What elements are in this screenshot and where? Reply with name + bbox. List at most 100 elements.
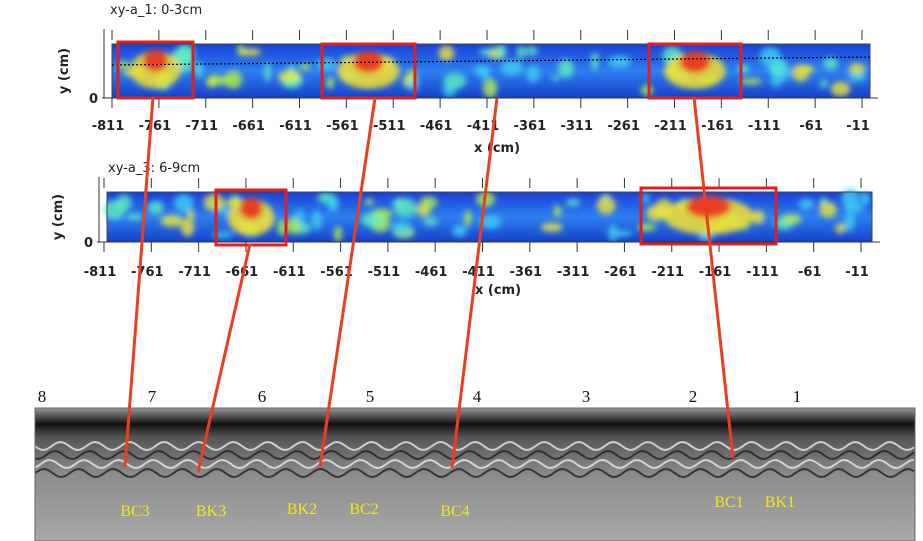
- x-tick-label: -261: [604, 265, 637, 280]
- anomaly-label: BC3: [120, 503, 149, 520]
- heatmap-blob: [483, 78, 497, 98]
- heatmap-blob: [835, 223, 845, 233]
- heatmap-blob: [558, 59, 574, 78]
- anomaly-label: BK1: [765, 494, 795, 511]
- x-tick-label: -211: [654, 119, 687, 134]
- trace-number: 1: [793, 387, 802, 406]
- figure: xy-a_1: 0-3cmy (cm)0-811-761-711-661-611…: [0, 0, 923, 541]
- heatmap-blob: [848, 73, 866, 81]
- heatmap-hot: [686, 195, 731, 217]
- y-tick-label: 0: [84, 236, 93, 251]
- anomaly-label: BC1: [714, 494, 743, 511]
- x-tick-label: -261: [607, 119, 640, 134]
- heatmap-blob: [760, 47, 781, 67]
- x-tick-label: -611: [279, 119, 312, 134]
- heatmap-hot: [143, 49, 168, 71]
- heatmap-blob: [823, 58, 838, 70]
- x-tick-label: -11: [845, 265, 869, 280]
- heatmap-blob: [552, 75, 560, 81]
- heatmap-blob: [820, 79, 828, 88]
- anomaly-label: BC2: [349, 501, 378, 518]
- heatmap-blob: [327, 76, 334, 89]
- heatmap-blob: [740, 78, 762, 84]
- trace-number: 7: [148, 387, 157, 406]
- heatmap-blob: [148, 201, 164, 214]
- y-tick-label: 0: [89, 92, 98, 107]
- heatmap-blob: [527, 65, 540, 83]
- heatmap-blob: [501, 60, 523, 75]
- x-tick-label: -311: [557, 265, 590, 280]
- heatmap-blob: [770, 74, 783, 87]
- panel-title: xy-a_3: 6-9cm: [108, 161, 200, 176]
- heatmap-blob: [554, 205, 562, 217]
- heatmap-blob: [597, 196, 616, 214]
- x-tick-label: -11: [846, 119, 870, 134]
- trace-number: 3: [582, 387, 591, 406]
- heatmap-blob: [452, 225, 467, 237]
- heatmap-blob: [819, 202, 837, 218]
- heatmap-blob: [327, 196, 338, 211]
- heatmap-blob: [361, 213, 383, 227]
- heatmap-blob: [160, 215, 183, 227]
- heatmap-blob: [264, 62, 270, 81]
- anomaly-label: BK3: [196, 503, 226, 520]
- heatmap-blob: [407, 79, 419, 91]
- x-tick-label: -411: [462, 265, 495, 280]
- trace-number: 8: [38, 387, 47, 406]
- anomaly-label: BK2: [287, 501, 317, 518]
- heatmap-blob: [424, 217, 438, 225]
- x-axis-label: x (cm): [475, 283, 521, 298]
- x-tick-label: -461: [420, 119, 453, 134]
- x-tick-label: -161: [699, 265, 732, 280]
- radargram: [35, 408, 915, 541]
- heatmap-blob: [296, 209, 304, 224]
- heatmap-blob: [845, 212, 855, 231]
- heatmap-blob: [237, 44, 245, 56]
- x-tick-label: -111: [748, 119, 781, 134]
- x-tick-label: -711: [178, 265, 211, 280]
- x-tick-label: -761: [139, 119, 172, 134]
- heatmap-blob: [299, 64, 311, 70]
- heatmap-blob: [420, 196, 438, 208]
- heatmap-blob: [392, 221, 412, 235]
- x-tick-label: -311: [560, 119, 593, 134]
- heatmap-blob: [831, 81, 850, 96]
- trace-number: 4: [473, 387, 482, 406]
- heatmap-blob: [607, 56, 631, 68]
- heatmap-blob: [566, 199, 581, 206]
- anomaly-label: BC4: [440, 503, 469, 520]
- x-tick-label: -761: [131, 265, 164, 280]
- heatmap-blob: [641, 85, 653, 96]
- x-tick-label: -561: [326, 119, 359, 134]
- x-tick-label: -811: [84, 265, 117, 280]
- x-tick-label: -61: [798, 265, 822, 280]
- heatmap-blob: [204, 194, 225, 211]
- heatmap-blob: [844, 203, 864, 213]
- x-tick-label: -361: [514, 119, 547, 134]
- trace-number: 2: [689, 387, 698, 406]
- heatmap-blob: [278, 71, 301, 82]
- heatmap-blob: [174, 194, 193, 212]
- heatmap-blob: [799, 198, 814, 210]
- heatmap-blob: [517, 46, 526, 59]
- heatmap-blob: [181, 219, 194, 237]
- heatmap-blob: [525, 47, 537, 56]
- y-axis-label: y (cm): [57, 48, 72, 94]
- x-tick-label: -511: [368, 265, 401, 280]
- heatmap-blob: [438, 46, 454, 61]
- y-axis-label: y (cm): [51, 194, 66, 240]
- x-tick-label: -111: [746, 265, 779, 280]
- heatmap-blob: [860, 192, 870, 206]
- panel-title: xy-a_1: 0-3cm: [110, 3, 202, 18]
- heatmap-hot: [680, 51, 711, 73]
- x-tick-label: -661: [232, 119, 265, 134]
- heatmap-blob: [541, 223, 563, 232]
- trace-number: 6: [258, 387, 267, 406]
- heatmap-blob: [497, 44, 506, 59]
- x-axis-label: x (cm): [474, 141, 520, 156]
- heatmap-blob: [393, 199, 404, 208]
- x-tick-label: -461: [415, 265, 448, 280]
- heatmap-blob: [479, 49, 494, 56]
- x-tick-label: -611: [273, 265, 306, 280]
